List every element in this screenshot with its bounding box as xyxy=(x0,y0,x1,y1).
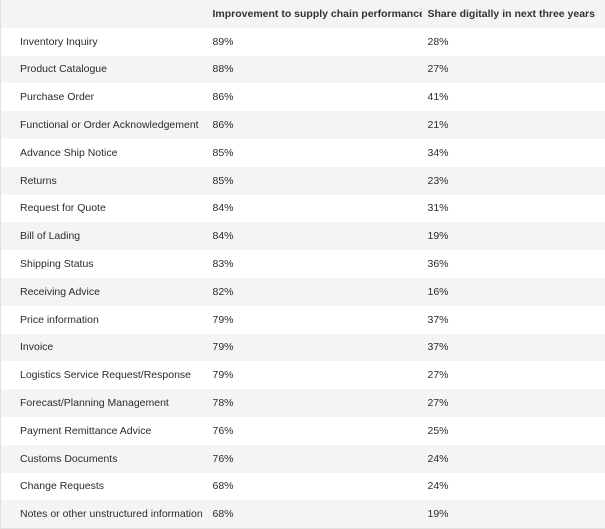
table-row: Logistics Service Request/Response 79% 27% xyxy=(1,361,605,389)
cell-value: 86% xyxy=(212,119,234,132)
cell-value: 68% xyxy=(212,480,234,493)
row-label: Forecast/Planning Management xyxy=(20,397,169,410)
table-row: Shipping Status 83% 36% xyxy=(1,250,605,278)
cell-value: 23% xyxy=(427,174,449,187)
row-label: Payment Remittance Advice xyxy=(20,424,152,437)
cell-value: 19% xyxy=(427,507,449,520)
row-label: Receiving Advice xyxy=(20,285,100,298)
cell-value: 79% xyxy=(212,313,234,326)
cell-value: 84% xyxy=(212,230,234,243)
cell-value: 24% xyxy=(427,452,449,465)
cell-value: 25% xyxy=(427,424,449,437)
row-label: Product Catalogue xyxy=(20,63,107,76)
row-label: Returns xyxy=(20,174,57,187)
row-label: Request for Quote xyxy=(20,202,106,215)
table-row: Inventory Inquiry 89% 28% xyxy=(1,28,605,56)
table-row: Forecast/Planning Management 78% 27% xyxy=(0,389,605,417)
table-row: Payment Remittance Advice 76% 25% xyxy=(1,417,605,445)
cell-value: 68% xyxy=(212,507,234,520)
cell-value: 27% xyxy=(427,369,449,382)
table-row: Advance Ship Notice 85% 34% xyxy=(1,139,605,167)
cell-value: 34% xyxy=(427,146,449,159)
cell-value: 79% xyxy=(212,341,234,354)
cell-value: 28% xyxy=(427,35,449,48)
row-label: Logistics Service Request/Response xyxy=(20,369,192,382)
cell-value: 27% xyxy=(427,397,449,410)
cell-value: 85% xyxy=(212,174,234,187)
row-label: Purchase Order xyxy=(20,91,95,104)
table-row: Purchase Order 86% 41% xyxy=(1,83,605,111)
table-body: Inventory Inquiry 89% 28% Product Catalogue… xyxy=(0,28,605,529)
cell-value: 24% xyxy=(427,480,449,493)
header-cell xyxy=(1,0,207,28)
table-row: Request for Quote 84% 31% xyxy=(1,195,605,223)
row-label: Change Requests xyxy=(20,480,105,493)
table-row: Receiving Advice 82% 16% xyxy=(0,277,605,306)
header-row: Improvement to supply chain performance … xyxy=(0,0,605,28)
cell-value: 37% xyxy=(427,313,449,326)
table-row: Invoice 79% 37% xyxy=(0,333,605,362)
table-row: Customs Documents 76% 24% xyxy=(0,444,605,473)
row-label: Inventory Inquiry xyxy=(20,35,98,48)
table-row: Change Requests 68% 24% xyxy=(1,473,605,501)
row-label: Functional or Order Acknowledgement xyxy=(20,119,199,132)
cell-value: 86% xyxy=(212,91,234,104)
header-cell: Improvement to supply chain performance xyxy=(212,7,422,20)
cell-value: 37% xyxy=(427,341,449,354)
header-cell: Share digitally in next three years xyxy=(427,7,595,20)
row-label: Bill of Lading xyxy=(20,230,81,243)
cell-value: 85% xyxy=(212,146,234,159)
table-row: Returns 85% 23% xyxy=(0,166,605,195)
row-label: Shipping Status xyxy=(20,258,94,271)
table-row: Functional or Order Acknowledgement 86% 21… xyxy=(0,111,605,139)
cell-value: 41% xyxy=(427,91,449,104)
cell-value: 83% xyxy=(212,258,234,271)
row-label: Invoice xyxy=(20,341,54,354)
table-row: Bill of Lading 84% 19% xyxy=(0,222,605,251)
row-label: Notes or other unstructured information xyxy=(20,507,203,520)
cell-value: 82% xyxy=(212,285,234,298)
row-label: Customs Documents xyxy=(20,452,118,465)
cell-value: 19% xyxy=(427,230,449,243)
table-row: Product Catalogue 88% 27% xyxy=(0,55,605,84)
cell-value: 16% xyxy=(427,285,449,298)
cell-value: 84% xyxy=(212,202,234,215)
row-label: Advance Ship Notice xyxy=(20,146,118,159)
cell-value: 89% xyxy=(212,35,234,48)
cell-value: 27% xyxy=(427,63,449,76)
cell-value: 31% xyxy=(427,202,449,215)
cell-value: 36% xyxy=(427,258,449,271)
cell-value: 21% xyxy=(427,119,449,132)
row-label: Price information xyxy=(20,313,99,326)
cell-value: 88% xyxy=(212,63,234,76)
cell-value: 76% xyxy=(212,452,234,465)
cell-value: 79% xyxy=(212,369,234,382)
table-row: Price information 79% 37% xyxy=(1,306,605,334)
cell-value: 78% xyxy=(212,397,234,410)
cell-value: 76% xyxy=(212,424,234,437)
table-row: Notes or other unstructured information 6… xyxy=(0,500,605,529)
